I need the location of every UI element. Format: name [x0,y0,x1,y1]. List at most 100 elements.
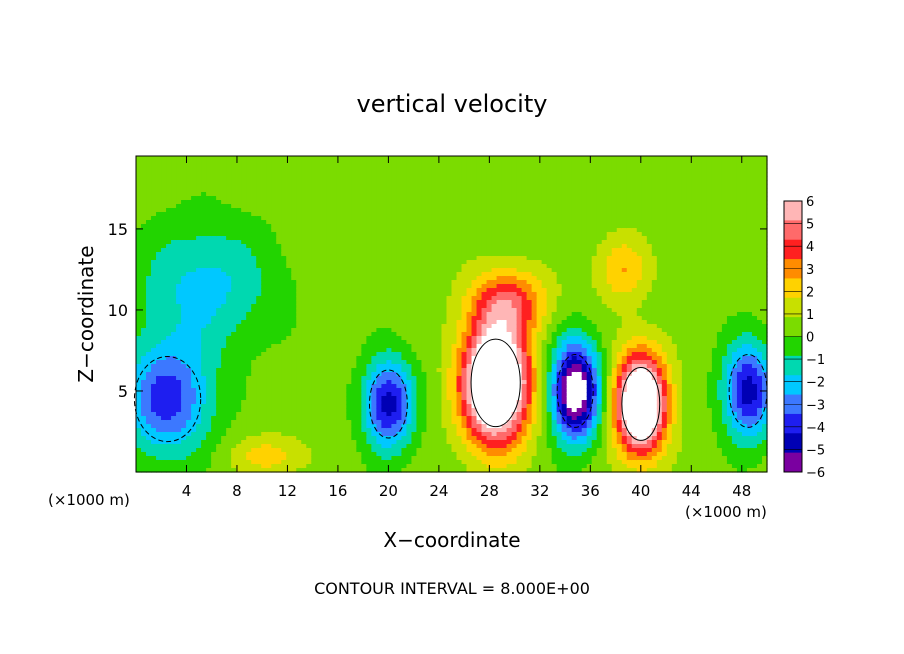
field-cell [226,160,232,165]
field-cell [141,336,147,341]
field-cell [291,224,297,229]
field-cell [211,232,217,237]
field-cell [321,440,327,445]
field-cell [346,432,352,437]
field-cell [386,252,393,257]
field-cell [341,348,347,353]
field-cell [136,296,142,301]
field-cell [321,292,327,297]
field-cell [201,184,207,189]
field-cell [201,460,207,465]
field-cell [206,464,212,469]
field-cell [281,392,287,397]
field-cell [361,392,367,397]
field-cell [311,328,317,333]
field-cell [216,296,222,301]
field-cell [336,392,342,397]
field-cell [191,424,197,429]
field-cell [181,184,187,189]
field-cell [246,296,252,301]
field-cell [346,344,352,349]
field-cell [186,404,192,409]
field-cell [331,156,337,161]
field-cell [261,392,267,397]
field-cell [411,180,418,185]
field-cell [421,424,428,429]
field-cell [191,212,197,217]
field-cell [371,360,377,365]
field-cell [221,440,227,445]
field-cell [156,452,162,457]
field-cell [386,316,393,321]
field-cell [341,208,347,213]
field-cell [376,340,382,345]
field-cell [346,224,352,229]
field-cell [161,432,167,437]
field-cell [416,156,423,161]
field-cell [316,428,322,433]
field-cell [341,424,347,429]
field-cell [221,392,227,397]
field-cell [346,308,352,313]
field-cell [241,332,247,337]
field-cell [396,192,403,197]
field-cell [411,356,418,361]
field-cell [216,440,222,445]
field-cell [151,176,157,181]
field-cell [281,264,287,269]
field-cell [276,324,282,329]
field-cell [276,416,282,421]
field-cell [231,204,237,209]
field-cell [171,304,177,309]
field-cell [321,320,327,325]
field-cell [356,236,362,241]
field-cell [236,184,242,189]
field-cell [401,168,408,173]
field-cell [241,200,247,205]
field-cell [401,368,408,373]
field-cell [406,240,413,245]
field-cell [441,468,448,473]
field-cell [401,188,408,193]
field-cell [176,276,182,281]
field-cell [346,340,352,345]
field-cell [306,228,312,233]
field-cell [386,180,393,185]
field-cell [221,460,227,465]
field-cell [346,252,352,257]
field-cell [311,452,317,457]
field-cell [226,284,232,289]
field-cell [211,276,217,281]
field-cell [156,244,162,249]
field-cell [391,244,398,249]
field-cell [181,344,187,349]
field-cell [251,208,257,213]
field-cell [216,260,222,265]
field-cell [291,236,297,241]
field-cell [161,396,167,401]
field-cell [221,188,227,193]
field-cell [371,268,377,273]
field-cell [411,272,418,277]
field-cell [211,268,217,273]
field-cell [341,372,347,377]
field-cell [211,356,217,361]
field-cell [206,300,212,305]
field-cell [401,348,408,353]
field-cell [431,440,438,445]
field-cell [231,180,237,185]
field-cell [141,320,147,325]
field-cell [426,364,433,369]
field-cell [431,420,438,425]
field-cell [446,296,453,301]
field-cell [226,316,232,321]
field-cell [251,180,257,185]
field-cell [421,460,428,465]
field-cell [261,444,267,449]
field-cell [321,444,327,449]
field-cell [366,276,372,281]
field-cell [421,168,428,173]
field-cell [411,316,418,321]
field-cell [231,192,237,197]
field-cell [446,464,453,469]
